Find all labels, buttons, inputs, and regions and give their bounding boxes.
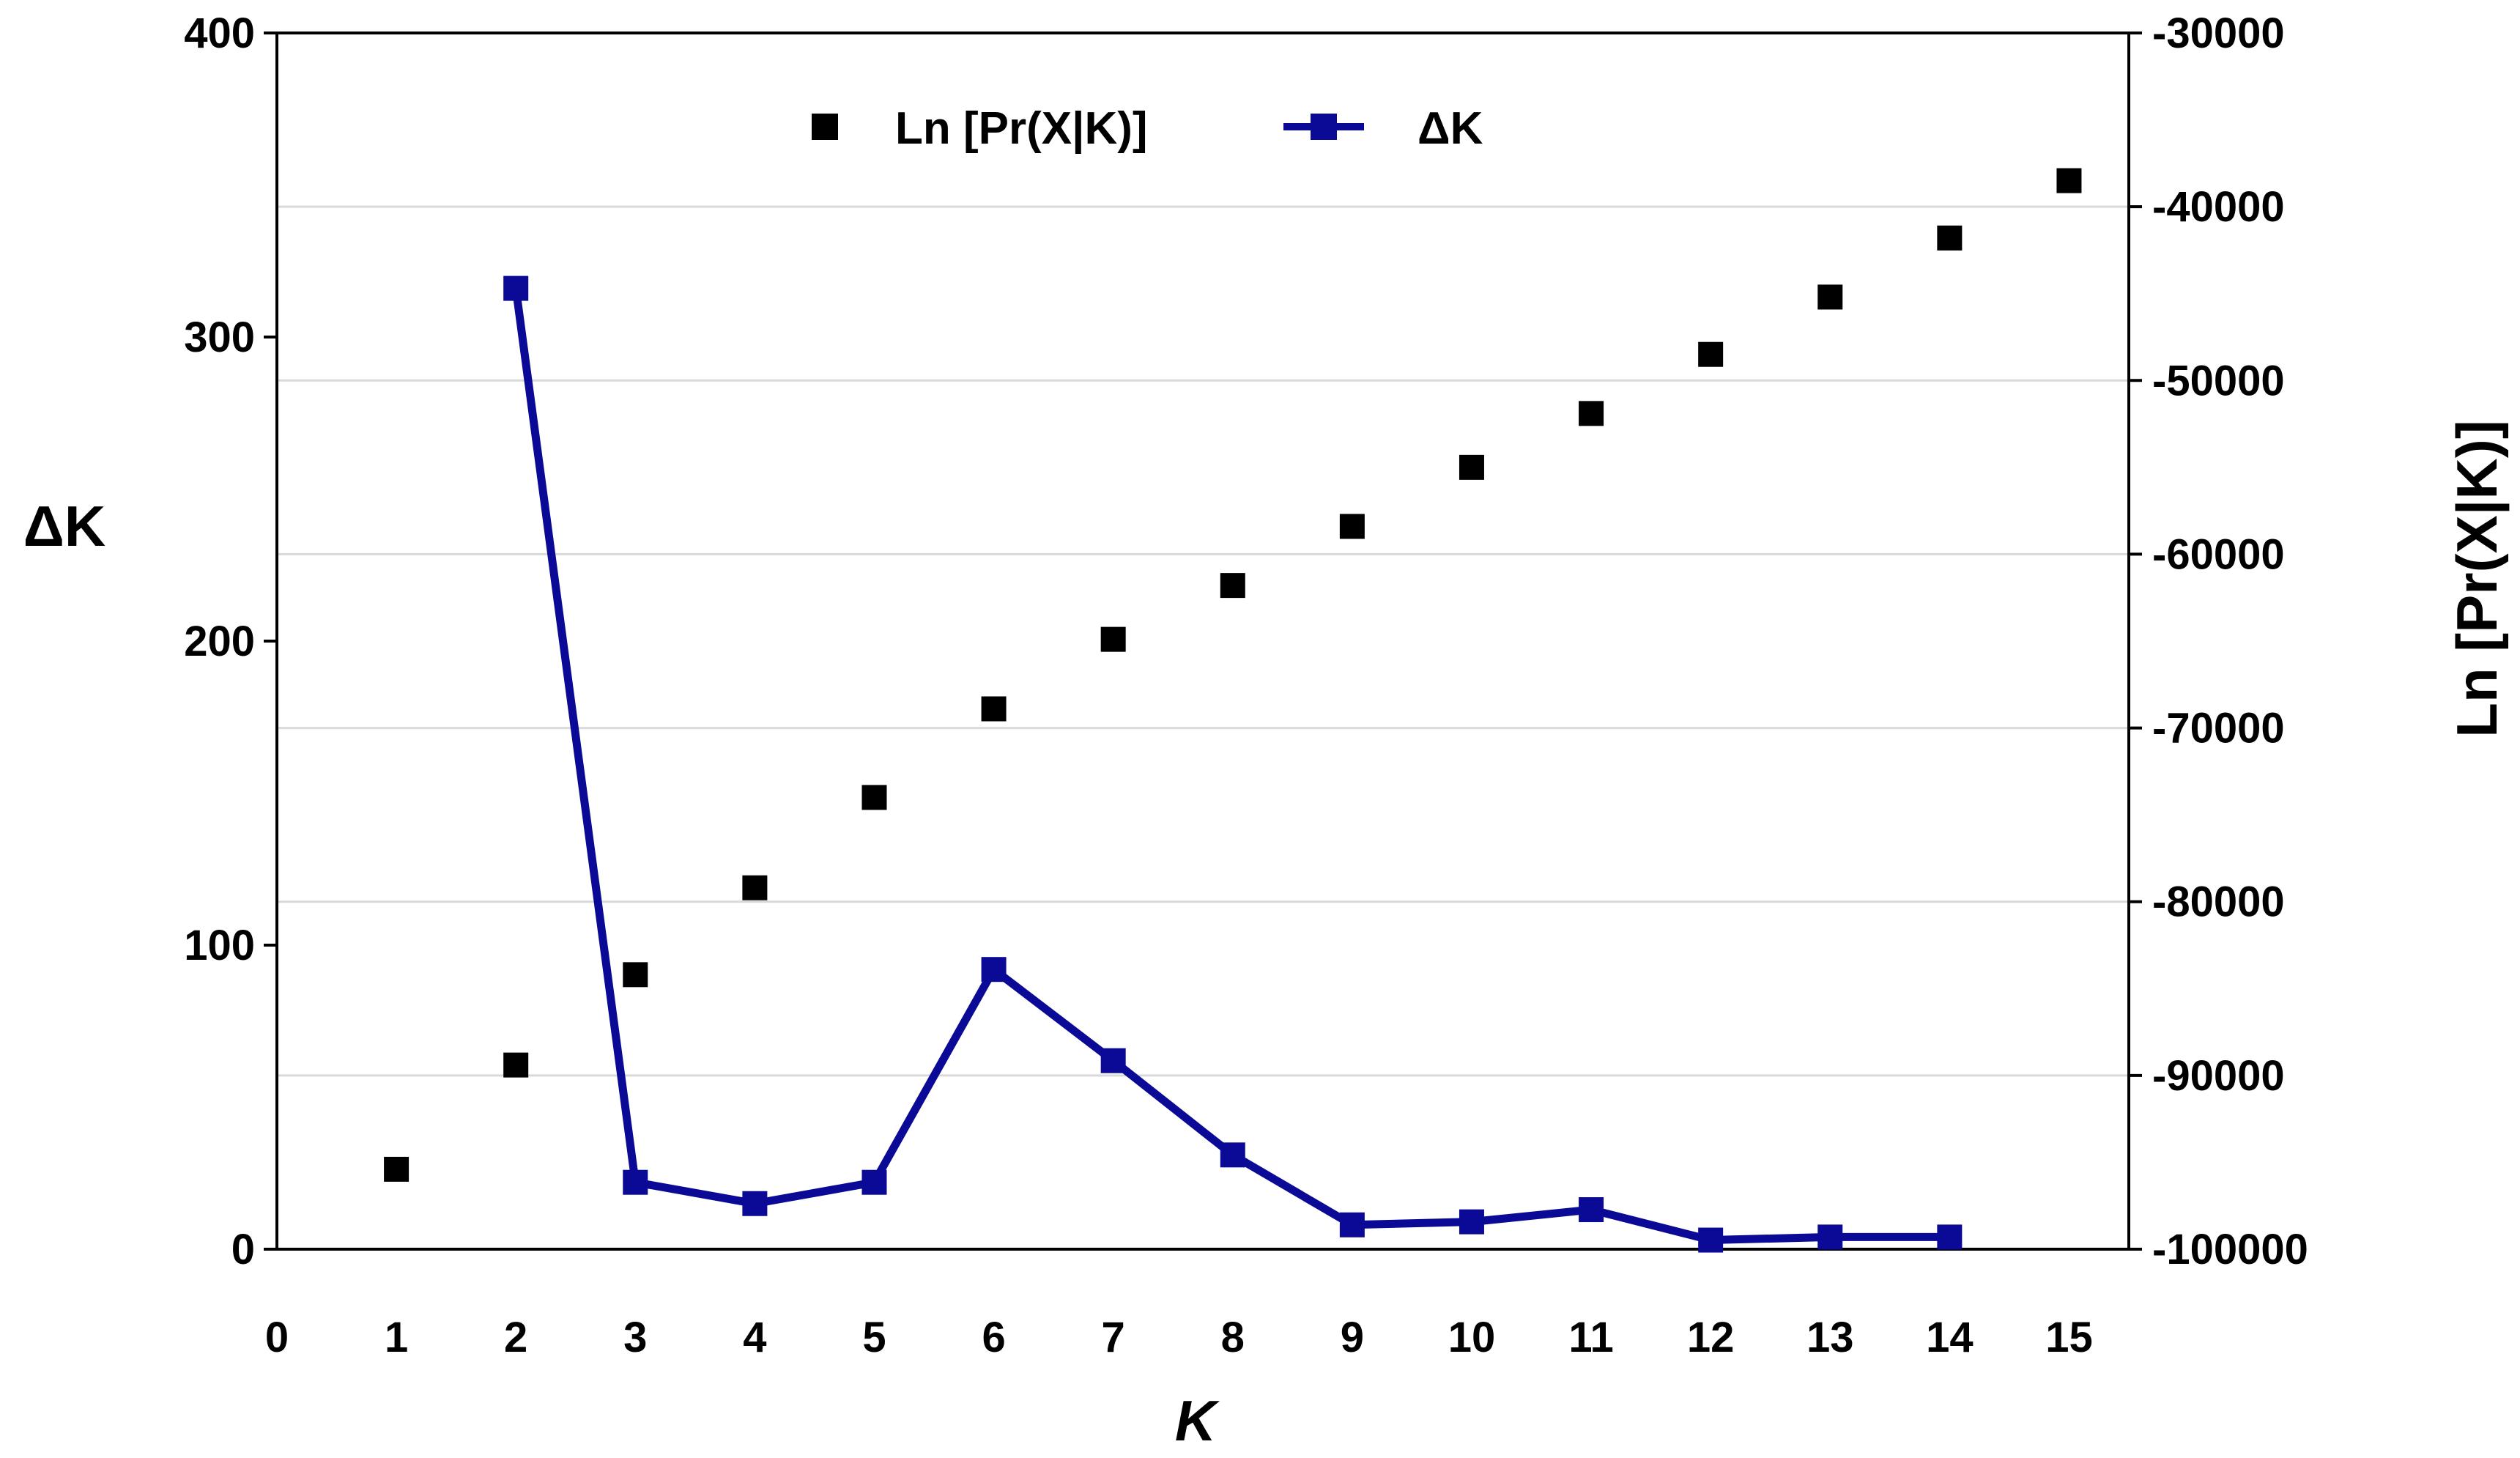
- legend-marker-lnpr: [812, 114, 838, 140]
- y-left-tick-label: 200: [184, 618, 255, 665]
- point-lnpr: [981, 696, 1007, 722]
- point-deltak: [1579, 1197, 1604, 1223]
- x-tick-label: 3: [623, 1314, 647, 1361]
- line-deltak: [511, 287, 1950, 1245]
- tick-marks: [264, 32, 2142, 1251]
- x-tick-labels: 0 1 2 3 4 5 6 7 8 9 10 11 12 13 14 15: [265, 1314, 2093, 1361]
- point-lnpr: [384, 1156, 410, 1182]
- point-deltak: [1100, 1048, 1126, 1073]
- point-lnpr: [1100, 626, 1126, 652]
- x-tick-label: 10: [1448, 1314, 1496, 1361]
- point-deltak: [1817, 1224, 1843, 1250]
- x-tick-label: 2: [504, 1314, 527, 1361]
- x-tick-label: 12: [1687, 1314, 1735, 1361]
- series-lnpr: [384, 168, 2082, 1182]
- point-deltak: [1459, 1209, 1484, 1235]
- x-tick-label: 8: [1221, 1314, 1245, 1361]
- legend-label-lnpr: Ln [Pr(X|K)]: [895, 103, 1148, 155]
- point-lnpr: [1579, 401, 1604, 426]
- y-left-tick-label: 100: [184, 922, 255, 969]
- point-lnpr: [623, 962, 648, 988]
- x-axis-label: K: [1175, 1388, 1220, 1453]
- point-lnpr: [861, 785, 887, 810]
- x-tick-label: 1: [385, 1314, 408, 1361]
- x-tick-label: 11: [1568, 1314, 1613, 1361]
- x-tick-label: 6: [982, 1314, 1005, 1361]
- series-deltak: [503, 275, 1963, 1253]
- point-lnpr: [503, 1052, 529, 1078]
- y-right-tick-label: -90000: [2152, 1052, 2285, 1100]
- x-tick-label: 5: [862, 1314, 886, 1361]
- y-left-tick-labels: 0 100 200 300 400: [184, 10, 255, 1273]
- point-lnpr: [1937, 225, 1963, 251]
- legend: Ln [Pr(X|K)] ΔK: [812, 103, 1483, 155]
- y-left-tick-label: 400: [184, 10, 255, 57]
- x-tick-label: 0: [265, 1314, 289, 1361]
- y-right-tick-label: -70000: [2152, 705, 2285, 752]
- x-tick-label: 9: [1341, 1314, 1364, 1361]
- point-lnpr: [1339, 514, 1365, 539]
- y-right-tick-label: -30000: [2152, 10, 2285, 57]
- plot-area-frame: [275, 32, 2130, 1251]
- x-tick-label: 7: [1102, 1314, 1125, 1361]
- point-deltak: [623, 1169, 648, 1195]
- point-lnpr: [742, 875, 768, 900]
- point-lnpr: [2056, 168, 2082, 193]
- point-deltak: [1937, 1224, 1963, 1250]
- point-lnpr: [1817, 284, 1843, 310]
- point-deltak: [981, 957, 1007, 983]
- point-lnpr: [1459, 454, 1484, 480]
- series: [384, 168, 2082, 1253]
- y-axis-left-label: ΔK: [23, 494, 105, 558]
- x-tick-label: 15: [2045, 1314, 2093, 1361]
- x-tick-label: 14: [1926, 1314, 1974, 1361]
- y-right-tick-label: -80000: [2152, 878, 2285, 926]
- point-deltak: [1698, 1227, 1724, 1253]
- point-deltak: [1339, 1212, 1365, 1237]
- y-left-tick-label: 300: [184, 314, 255, 361]
- point-lnpr: [1220, 573, 1245, 599]
- y-right-tick-label: -50000: [2152, 357, 2285, 404]
- y-right-tick-label: -60000: [2152, 530, 2285, 578]
- y-right-tick-labels: -100000 -90000 -80000 -70000 -60000 -50000 -40…: [2152, 10, 2308, 1273]
- gridlines: [277, 205, 2129, 1077]
- point-lnpr: [1698, 341, 1724, 367]
- y-axis-right-label: Ln [Pr(X|K)]: [2445, 420, 2509, 737]
- point-deltak: [742, 1191, 768, 1216]
- y-right-tick-label: -100000: [2152, 1226, 2308, 1273]
- x-tick-label: 13: [1806, 1314, 1854, 1361]
- point-deltak: [503, 275, 529, 301]
- legend-label-deltak: ΔK: [1418, 103, 1483, 154]
- y-right-tick-label: -40000: [2152, 183, 2285, 231]
- point-deltak: [861, 1169, 887, 1195]
- y-left-tick-label: 0: [231, 1226, 255, 1273]
- x-tick-label: 4: [743, 1314, 766, 1361]
- legend-marker-deltak: [1311, 114, 1337, 140]
- point-deltak: [1220, 1142, 1245, 1168]
